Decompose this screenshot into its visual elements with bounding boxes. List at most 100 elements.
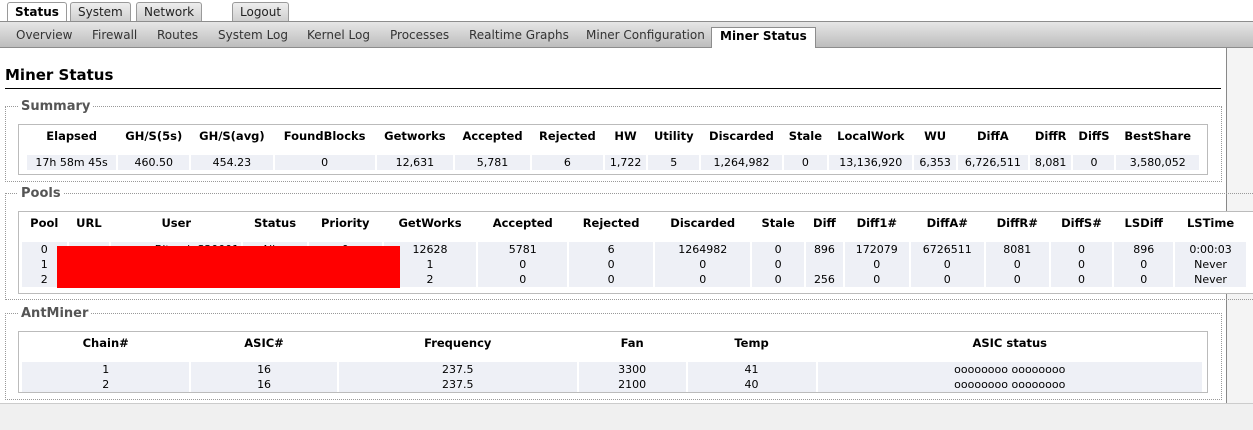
pool-cell: 0: [985, 257, 1049, 272]
summary-cell: 8,081: [1029, 155, 1072, 170]
pool-cell: 0: [1050, 272, 1113, 287]
summary-cell: 1,722: [604, 155, 647, 170]
summary-header-cell: FoundBlocks: [283, 129, 366, 143]
pools-header-cell: GetWorks: [398, 216, 462, 230]
pool-cell: 0: [569, 272, 654, 287]
pool-cell: 0: [985, 272, 1049, 287]
redacted-block: [57, 246, 400, 288]
summary-cell: 13,136,920: [829, 155, 913, 170]
pool-cell: 0: [478, 272, 568, 287]
pool-cell: 0: [1050, 257, 1113, 272]
pool-cell: 1: [383, 257, 477, 272]
antminer-header-cell: ASIC status: [972, 336, 1048, 350]
subtab-firewall[interactable]: Firewall: [92, 28, 138, 42]
summary-cell: 17h 58m 45s: [27, 155, 117, 170]
summary-cell: 5: [648, 155, 700, 170]
summary-cell: 454.23: [191, 155, 273, 170]
chain-cell: 40: [687, 377, 816, 392]
pool-cell: 2: [383, 272, 477, 287]
summary-header-cell: Utility: [653, 129, 694, 143]
summary-cell: 0: [783, 155, 828, 170]
pools-header-cell: LSDiff: [1124, 216, 1163, 230]
pool-cell: 1264982: [655, 242, 751, 257]
pool-cell: 896: [1114, 242, 1174, 257]
summary-header-cell: Rejected: [539, 129, 596, 143]
subtab-realtime-graphs[interactable]: Realtime Graphs: [469, 28, 569, 42]
pools-header-cell: Priority: [320, 216, 370, 230]
pools-header-cell: URL: [76, 216, 102, 230]
summary-cell: 0: [1073, 155, 1115, 170]
pools-header-cell: LSTime: [1186, 216, 1235, 230]
summary-header-cell: DiffR: [1034, 129, 1067, 143]
pools-header-cell: Discarded: [670, 216, 736, 230]
pool-cell: 0: [478, 257, 568, 272]
summary-header-cell: Accepted: [462, 129, 523, 143]
chain-cell: 2: [22, 377, 190, 392]
pools-header-cell: Rejected: [582, 216, 640, 230]
pool-cell: 0: [752, 272, 804, 287]
top-tab-bar: Status System Network Logout: [0, 0, 1253, 23]
summary-cell: 12,631: [376, 155, 454, 170]
pool-cell: 0: [22, 242, 67, 257]
summary-header-cell: GH/S(avg): [199, 129, 265, 143]
subtab-miner-configuration[interactable]: Miner Configuration: [586, 28, 705, 42]
chain-cell: 1: [22, 362, 190, 377]
summary-header-cell: HW: [614, 129, 637, 143]
summary-header-cell: Discarded: [709, 129, 774, 143]
summary-header-cell: Getworks: [384, 129, 446, 143]
subtab-system-log[interactable]: System Log: [218, 28, 288, 42]
subtab-kernel-log[interactable]: Kernel Log: [307, 28, 370, 42]
subtab-miner-status[interactable]: Miner Status: [711, 27, 816, 49]
footer: [0, 403, 1253, 430]
pool-cell: 0: [1114, 272, 1174, 287]
chain-cell: 41: [687, 362, 816, 377]
chain-cell: oooooooo oooooooo: [817, 377, 1202, 392]
summary-header-cell: Elapsed: [46, 129, 97, 143]
antminer-header-cell: ASIC#: [244, 336, 284, 350]
antminer-header-cell: Frequency: [424, 336, 492, 350]
chain-row: 2 16 237.5 2100 40 oooooooo oooooooo: [22, 377, 1202, 392]
tab-network[interactable]: Network: [136, 2, 203, 21]
summary-cell: 0: [274, 155, 375, 170]
subtab-processes[interactable]: Processes: [390, 28, 450, 42]
pool-cell: 0: [844, 257, 909, 272]
summary-header-cell: DiffA: [976, 129, 1009, 143]
pools-header-cell: DiffS#: [1061, 216, 1102, 230]
summary-cell: 6: [531, 155, 603, 170]
chain-cell: 16: [191, 362, 337, 377]
summary-header-cell: GH/S(5s): [125, 129, 183, 143]
pool-cell: 0: [569, 257, 654, 272]
antminer-legend: AntMiner: [18, 306, 92, 321]
pools-legend: Pools: [18, 186, 64, 201]
pool-cell: 0: [655, 257, 751, 272]
tab-system[interactable]: System: [70, 2, 131, 21]
pool-cell: 0:00:03: [1175, 242, 1246, 257]
summary-header-cell: BestShare: [1124, 129, 1192, 143]
pool-cell: 6726511: [910, 242, 984, 257]
summary-legend: Summary: [18, 99, 94, 114]
pool-cell: 0: [844, 272, 909, 287]
summary-header-cell: Stale: [788, 129, 823, 143]
pool-cell: 0: [655, 272, 751, 287]
pool-cell: 0: [752, 257, 804, 272]
antminer-header-cell: Temp: [734, 336, 769, 350]
subtab-routes[interactable]: Routes: [157, 28, 199, 42]
pool-cell: 6: [569, 242, 654, 257]
pool-cell: Never: [1175, 257, 1246, 272]
pools-header-cell: User: [161, 216, 192, 230]
antminer-header-cell: Fan: [620, 336, 644, 350]
chain-row: 1 16 237.5 3300 41 oooooooo oooooooo: [22, 362, 1202, 377]
pool-cell: 0: [1050, 242, 1113, 257]
subtab-overview[interactable]: Overview: [16, 28, 73, 42]
chain-cell: 237.5: [338, 377, 577, 392]
pool-cell: Never: [1175, 272, 1246, 287]
tab-status[interactable]: Status: [7, 2, 67, 23]
pool-cell: 1: [22, 257, 67, 272]
sub-tab-bar: Overview Firewall Routes System Log Kern…: [0, 21, 1253, 49]
pools-header-cell: Status: [254, 216, 297, 230]
pools-header-cell: Diff1#: [856, 216, 898, 230]
pool-cell: 2: [22, 272, 67, 287]
summary-cell: 1,264,982: [701, 155, 782, 170]
tab-logout[interactable]: Logout: [232, 2, 290, 21]
pool-cell: 0: [910, 272, 984, 287]
